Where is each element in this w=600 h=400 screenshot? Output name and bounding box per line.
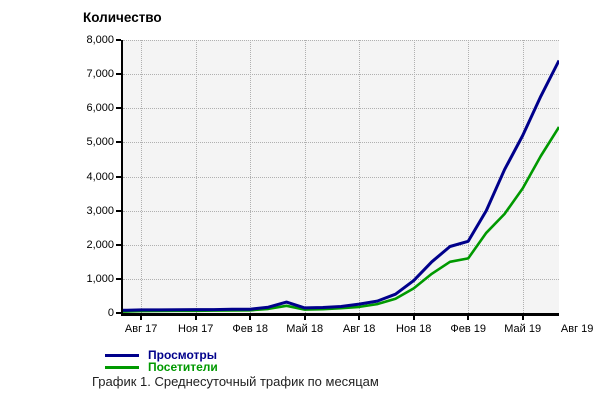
x-tick-label: Ноя 17	[178, 323, 214, 335]
gridline-v	[304, 40, 306, 313]
visitors-line-swatch	[105, 365, 139, 369]
x-tick-label: Фев 18	[232, 323, 268, 335]
legend-label-visitors: Посетители	[148, 360, 218, 374]
y-tick-label: 4,000	[86, 170, 114, 183]
x-tick-mark	[194, 316, 197, 320]
x-tick-label: Ноя 18	[396, 323, 432, 335]
y-tick-label: 5,000	[86, 136, 114, 149]
y-tick-label: 0	[107, 307, 114, 319]
x-tick-mark	[412, 316, 415, 320]
x-tick-label: Авг 18	[342, 323, 376, 335]
x-tick-mark	[303, 316, 306, 320]
y-tick-mark	[116, 39, 121, 41]
y-tick-mark	[116, 209, 121, 212]
chart-title: Количество	[83, 10, 162, 25]
gridline-h	[123, 244, 559, 246]
y-tick-label: 6,000	[86, 102, 114, 115]
y-tick-label: 2,000	[86, 238, 114, 251]
y-tick-mark	[116, 312, 121, 314]
views-line-swatch	[105, 353, 139, 357]
y-tick-mark	[116, 277, 121, 280]
series-line-visitors	[123, 126, 559, 313]
gridline-v	[359, 40, 361, 313]
legend-item-visitors: Посетители	[105, 360, 218, 374]
gridline-v	[250, 40, 252, 313]
gridline-v	[195, 40, 197, 313]
x-tick-label: Фев 19	[450, 323, 486, 335]
y-tick-label: 3,000	[86, 204, 114, 217]
y-tick-mark	[116, 175, 121, 178]
gridline-v	[413, 40, 415, 313]
gridline-h	[123, 176, 559, 178]
legend-label-views: Просмотры	[148, 348, 218, 362]
y-tick-label: 7,000	[86, 68, 114, 81]
y-tick-mark	[116, 107, 121, 110]
y-tick-mark	[116, 243, 121, 246]
gridline-v	[468, 40, 470, 313]
y-axis-line	[121, 40, 123, 316]
y-tick-mark	[116, 141, 121, 144]
x-tick-label: Май 18	[286, 323, 324, 335]
x-tick-mark	[249, 316, 252, 320]
series-plot	[123, 59, 559, 313]
x-tick-label: Май 19	[504, 323, 542, 335]
plot-area	[123, 40, 559, 313]
gridline-h	[123, 108, 559, 110]
chart-caption: График 1. Среднесуточный трафик по месяц…	[92, 374, 379, 389]
y-tick-label: 8,000	[86, 34, 114, 46]
gridline-v	[141, 40, 143, 313]
x-tick-mark	[521, 316, 524, 320]
x-tick-label: Авг 17	[124, 323, 158, 335]
x-tick-mark	[358, 316, 361, 320]
x-axis-line	[121, 313, 559, 316]
series-line-views	[123, 59, 559, 312]
gridline-h	[123, 278, 559, 280]
y-tick-label: 1,000	[86, 272, 114, 285]
x-tick-mark	[467, 316, 470, 320]
x-tick-mark	[140, 316, 143, 320]
gridline-h	[123, 74, 559, 76]
gridline-h	[123, 40, 559, 41]
legend: Просмотры Посетители	[105, 348, 218, 374]
legend-item-views: Просмотры	[105, 348, 218, 362]
gridline-h	[123, 210, 559, 212]
gridline-h	[123, 142, 559, 144]
x-tick-label: Авг 19	[560, 323, 594, 335]
y-tick-mark	[116, 73, 121, 76]
gridline-v	[522, 40, 524, 313]
